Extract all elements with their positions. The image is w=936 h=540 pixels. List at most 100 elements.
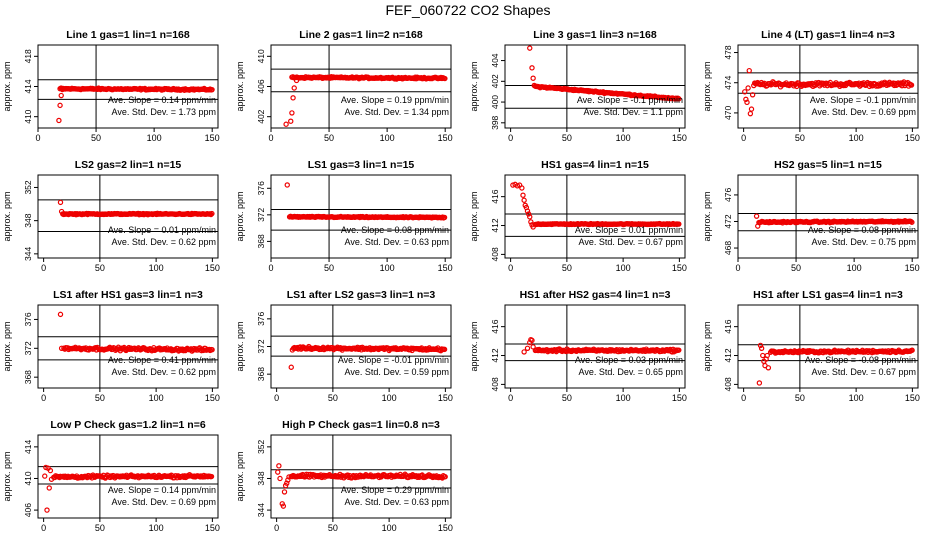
- y-tick-label: 414: [23, 439, 33, 453]
- x-tick-label: 150: [905, 393, 920, 403]
- x-tick-label: 150: [438, 133, 453, 143]
- plot-frame: [737, 174, 919, 259]
- data-point: [291, 85, 297, 91]
- plot-frame: [737, 304, 919, 389]
- chart-panel: Line 1 gas=1 lin=1 n=168 0 50 100 150 410 414 4…: [2, 29, 220, 143]
- data-point: [288, 364, 294, 370]
- x-tick-label: 0: [274, 523, 279, 533]
- y-tick-label: 402: [256, 109, 266, 123]
- data-point: [521, 197, 527, 203]
- slope-annotation: Ave. Slope = 0.41 ppm/min: [108, 355, 216, 365]
- y-axis-label: approx. ppm: [702, 321, 712, 371]
- data-point: [47, 467, 54, 474]
- data-series: [521, 336, 682, 355]
- x-tick-label: 0: [41, 263, 46, 273]
- data-series: [527, 45, 682, 102]
- data-point: [57, 102, 63, 109]
- chart-panel: LS1 gas=3 lin=1 n=15 0 50 100 150 368 372 376 ap…: [235, 159, 453, 273]
- data-point: [46, 485, 52, 491]
- slope-annotation: Ave. Slope = 0.08 ppm/min: [808, 225, 916, 235]
- y-tick-label: 348: [256, 471, 266, 485]
- x-tick-label: 150: [438, 523, 453, 533]
- data-point: [284, 182, 290, 188]
- chart-panel: High P Check gas=1 lin=0.8 n=3 0 50 100 150 3…: [235, 419, 453, 533]
- std-dev-annotation: Ave. Std. Dev. = 1.1 ppm: [584, 107, 683, 117]
- chart-title: High P Check gas=1 lin=0.8 n=3: [282, 419, 440, 431]
- chart-title: HS2 gas=5 lin=1 n=15: [774, 159, 882, 171]
- data-point: [527, 45, 533, 51]
- y-tick-label: 404: [490, 53, 500, 67]
- y-tick-label: 470: [723, 106, 733, 120]
- data-series: [42, 464, 215, 513]
- data-point: [290, 95, 296, 101]
- y-tick-label: 408: [723, 377, 733, 391]
- data-point: [209, 347, 215, 353]
- x-tick-label: 100: [147, 133, 162, 143]
- chart-panel: LS1 after LS2 gas=3 lin=1 n=3 0 50 100 150 36…: [235, 289, 453, 403]
- y-tick-label: 472: [723, 214, 733, 228]
- data-series: [275, 463, 448, 509]
- x-tick-label: 100: [149, 393, 164, 403]
- data-point: [764, 352, 770, 359]
- data-point: [209, 210, 215, 217]
- data-point: [44, 507, 50, 513]
- data-point: [760, 352, 766, 359]
- x-tick-label: 100: [616, 393, 631, 403]
- x-tick-label: 150: [205, 523, 220, 533]
- y-tick-label: 412: [490, 218, 500, 232]
- x-tick-label: 100: [847, 263, 862, 273]
- data-point: [909, 347, 915, 353]
- x-tick-label: 50: [95, 263, 105, 273]
- data-series: [510, 181, 682, 230]
- slope-annotation: Ave. Slope = 0.01 ppm/min: [108, 225, 216, 235]
- data-point: [42, 473, 48, 479]
- data-point: [758, 345, 765, 352]
- data-series: [57, 199, 215, 218]
- plot-frame: [504, 174, 686, 259]
- y-axis-label: approx. ppm: [2, 61, 12, 111]
- data-point: [676, 347, 682, 353]
- y-tick-label: 398: [490, 115, 500, 129]
- data-point: [288, 118, 294, 124]
- y-axis-label: approx. ppm: [235, 321, 245, 371]
- slope-annotation: Ave. Slope = -0.1 ppm/min: [810, 95, 916, 105]
- data-point: [744, 99, 750, 106]
- std-dev-annotation: Ave. Std. Dev. = 0.75 ppm: [812, 237, 916, 247]
- y-tick-label: 352: [23, 180, 33, 194]
- data-point: [746, 67, 752, 74]
- chart-panel: Low P Check gas=1.2 lin=1 n=6 0 50 100 150 40…: [2, 419, 220, 533]
- std-dev-annotation: Ave. Std. Dev. = 0.62 ppm: [112, 367, 216, 377]
- y-tick-label: 412: [490, 348, 500, 362]
- y-axis-label: approx. ppm: [469, 61, 479, 111]
- data-point: [753, 213, 760, 219]
- x-tick-label: 50: [562, 263, 572, 273]
- y-tick-label: 376: [256, 181, 266, 195]
- y-tick-label: 416: [723, 319, 733, 333]
- chart-panel: HS1 gas=4 lin=1 n=15 0 50 100 150 408 412 416 ap…: [469, 159, 687, 273]
- x-tick-label: 0: [741, 393, 746, 403]
- data-point: [525, 211, 532, 217]
- x-tick-label: 150: [905, 133, 920, 143]
- data-point: [745, 85, 751, 91]
- x-tick-label: 50: [91, 133, 101, 143]
- y-tick-label: 406: [256, 79, 266, 93]
- y-tick-label: 476: [723, 188, 733, 202]
- plot-frame: [37, 434, 219, 519]
- y-axis-label: approx. ppm: [2, 451, 12, 501]
- data-point: [56, 117, 62, 124]
- y-tick-label: 372: [256, 207, 266, 221]
- data-point: [281, 489, 288, 495]
- slope-annotation: Ave. Slope = 0.14 ppm/min: [108, 95, 216, 105]
- data-point: [524, 345, 531, 352]
- slope-annotation: Ave. Slope = 0.19 ppm/min: [341, 95, 449, 105]
- slope-annotation: Ave. Slope = 0.14 ppm/min: [108, 485, 216, 495]
- x-tick-label: 50: [324, 133, 334, 143]
- x-tick-label: 0: [41, 523, 46, 533]
- x-tick-label: 150: [205, 263, 220, 273]
- x-tick-label: 50: [95, 393, 105, 403]
- y-tick-label: 376: [256, 311, 266, 325]
- x-tick-label: 50: [328, 523, 338, 533]
- data-point: [909, 219, 915, 225]
- y-tick-label: 372: [256, 339, 266, 353]
